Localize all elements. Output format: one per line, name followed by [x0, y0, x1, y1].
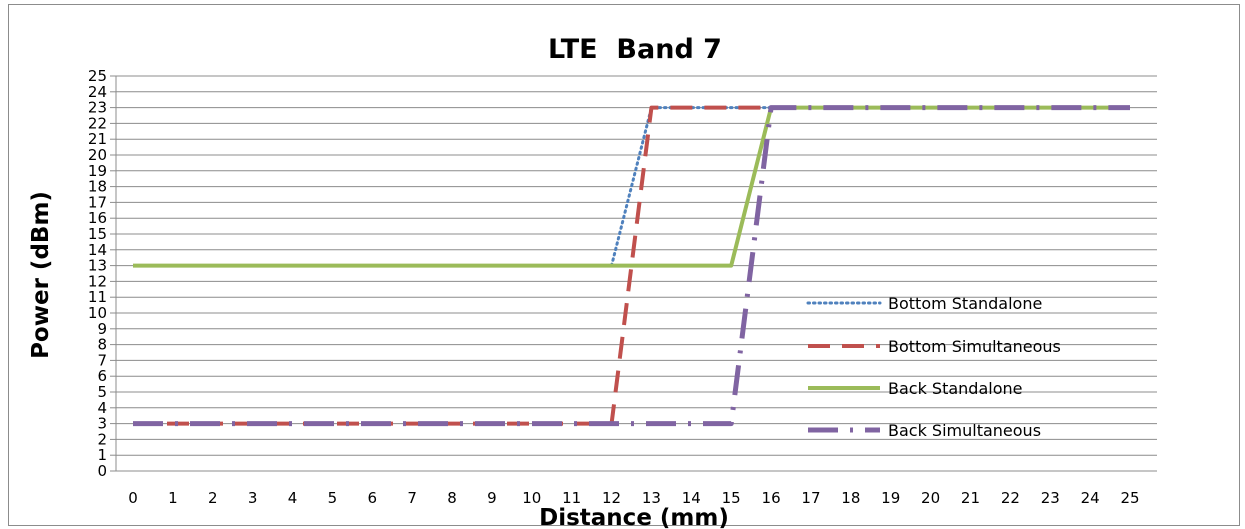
y-tick-label: 17	[88, 193, 107, 211]
y-tick-label: 4	[97, 399, 107, 417]
x-tick-label: 0	[128, 489, 138, 507]
y-tick-label: 3	[97, 415, 107, 433]
x-tick-label: 15	[722, 489, 741, 507]
y-tick-label: 21	[88, 130, 107, 148]
y-tick-label: 10	[88, 304, 107, 322]
x-tick-label: 12	[602, 489, 621, 507]
x-tick-label: 14	[682, 489, 701, 507]
series-group	[133, 105, 1130, 427]
y-tick-label: 18	[88, 178, 107, 196]
legend-label-4: Back Simultaneous	[888, 421, 1041, 440]
y-tick-label: 14	[88, 241, 107, 259]
y-tick-label: 15	[88, 225, 107, 243]
y-tick-label: 9	[97, 320, 107, 338]
x-tick-label: 8	[447, 489, 457, 507]
x-tick-label: 21	[961, 489, 980, 507]
x-tick-label: 1	[168, 489, 178, 507]
y-tick-label: 25	[88, 67, 107, 85]
x-tick-label: 18	[841, 489, 860, 507]
y-tick-label: 12	[88, 272, 107, 290]
x-tick-label: 4	[288, 489, 298, 507]
x-tick-label: 2	[208, 489, 218, 507]
y-tick-label: 2	[97, 430, 107, 448]
x-tick-label: 10	[522, 489, 541, 507]
x-tick-label: 20	[921, 489, 940, 507]
x-axis-title: Distance (mm)	[539, 505, 729, 529]
y-tick-label: 1	[97, 446, 107, 464]
x-tick-label: 9	[487, 489, 497, 507]
series-line-4	[133, 105, 1130, 427]
legend-label-1: Bottom Standalone	[888, 294, 1042, 313]
y-tick-label: 13	[88, 257, 107, 275]
x-tick-label: 23	[1041, 489, 1060, 507]
x-tick-label: 6	[368, 489, 378, 507]
y-tick-label: 24	[88, 83, 107, 101]
y-tick-label: 0	[97, 462, 107, 480]
y-tick-label: 19	[88, 162, 107, 180]
y-axis-title: Power (dBm)	[28, 191, 54, 359]
x-tick-label: 16	[762, 489, 781, 507]
x-tick-label: 3	[248, 489, 258, 507]
x-tick-label: 24	[1081, 489, 1100, 507]
x-tick-label: 13	[642, 489, 661, 507]
y-tick-label: 6	[97, 367, 107, 385]
y-tick-label: 20	[88, 146, 107, 164]
x-tick-label: 17	[801, 489, 820, 507]
legend-label-3: Back Standalone	[888, 379, 1022, 398]
y-tick-label: 11	[88, 288, 107, 306]
chart-title: LTE Band 7	[548, 34, 722, 65]
x-tick-label: 25	[1120, 489, 1139, 507]
x-tick-label: 7	[407, 489, 417, 507]
y-tick-label: 8	[97, 336, 107, 354]
y-tick-label: 22	[88, 114, 107, 132]
x-tick-label: 5	[328, 489, 338, 507]
legend: Bottom Standalone Bottom Simultaneous Back…	[806, 294, 1061, 440]
y-tick-label: 7	[97, 351, 107, 369]
y-tick-label: 16	[88, 209, 107, 227]
series-line-2	[133, 105, 772, 426]
x-axis-ticks: 0 1 2 3 4 5 6 7 8 9 10 11 12 13 14 15 16 17 18 19 20 21 22 23 24…	[128, 489, 1139, 507]
x-tick-label: 19	[881, 489, 900, 507]
y-tick-label: 5	[97, 383, 107, 401]
legend-label-2: Bottom Simultaneous	[888, 337, 1061, 356]
x-tick-label: 22	[1001, 489, 1020, 507]
x-tick-label: 11	[562, 489, 581, 507]
y-tick-label: 23	[88, 99, 107, 117]
y-axis-ticks: 0123456789101112131415161718192021222324…	[88, 67, 116, 480]
